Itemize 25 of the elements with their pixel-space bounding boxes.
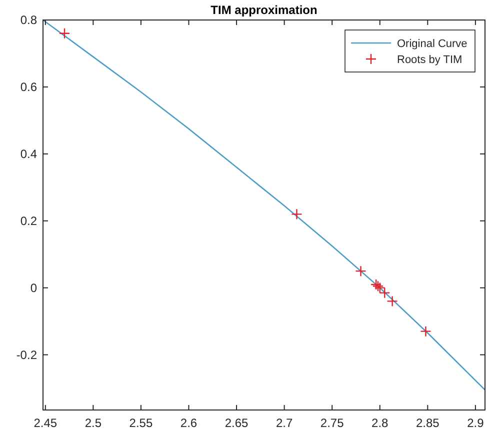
x-tick-label: 2.65 bbox=[224, 416, 249, 430]
y-tick-label: 0.2 bbox=[20, 214, 38, 228]
y-tick-label: 0.8 bbox=[20, 13, 38, 27]
x-tick-label: 2.75 bbox=[320, 416, 344, 430]
line-series bbox=[43, 20, 485, 391]
x-tick-label: 2.7 bbox=[276, 416, 293, 430]
x-tick-label: 2.45 bbox=[34, 416, 58, 430]
y-tick-label: -0.2 bbox=[16, 348, 38, 362]
point bbox=[355, 265, 366, 277]
y-tick-label: 0.4 bbox=[20, 146, 38, 161]
y-tick-label: 0.6 bbox=[20, 80, 38, 94]
point bbox=[386, 296, 398, 307]
point bbox=[58, 28, 70, 39]
x-tick-label: 2.6 bbox=[180, 416, 198, 430]
y-tick-label: 0 bbox=[30, 280, 38, 295]
point bbox=[291, 208, 302, 220]
x-tick-label: 2.55 bbox=[129, 416, 153, 430]
x-tick-label: 2.85 bbox=[416, 416, 440, 430]
x-tick-label: 2.5 bbox=[84, 416, 102, 430]
chart-title: TIM approximation bbox=[210, 3, 318, 17]
x-tick-label: 2.8 bbox=[372, 416, 389, 430]
legend-label: Original Curve bbox=[397, 38, 468, 50]
legend-label: Roots by TIM bbox=[397, 54, 462, 66]
point bbox=[420, 326, 432, 337]
x-tick-label: 2.9 bbox=[467, 416, 484, 430]
